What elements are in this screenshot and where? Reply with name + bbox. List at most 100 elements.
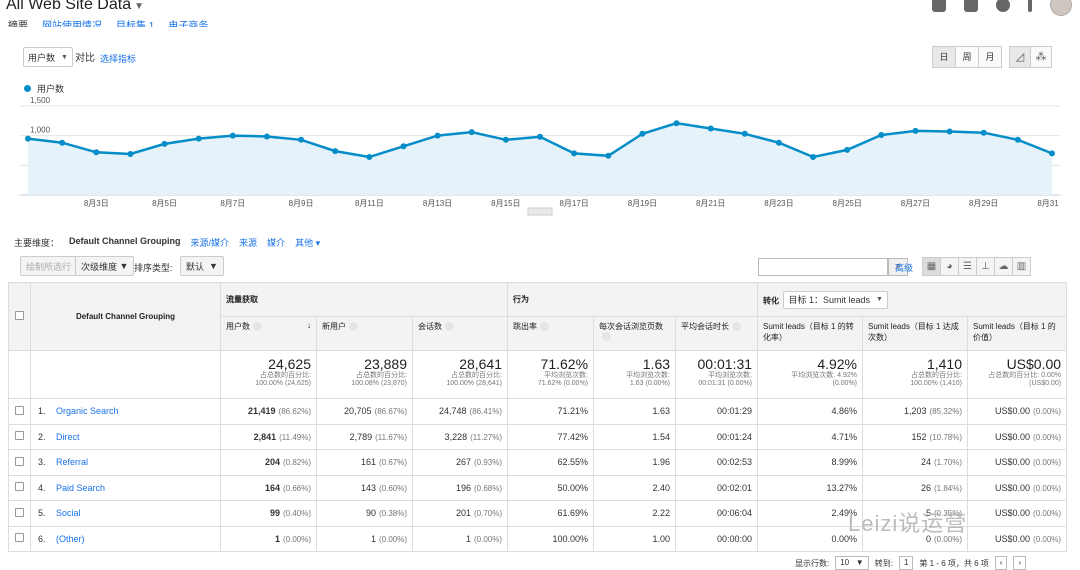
metric-value: 00:01:29 xyxy=(716,406,753,417)
next-page-button[interactable]: › xyxy=(1013,556,1027,570)
advanced-link[interactable]: 高级 xyxy=(895,263,914,273)
dimension-other[interactable]: 其他 ▾ xyxy=(295,238,321,248)
row-checkbox[interactable] xyxy=(15,533,24,543)
goto-input[interactable]: 1 xyxy=(898,556,914,570)
col-goal-completions[interactable]: Sumit leads（目标 1 达成次数） xyxy=(862,316,969,351)
group-header-row: Default Channel Grouping 流量获取 行为 转化 目标 1… xyxy=(8,282,1068,351)
metric-percent: (0.93%) xyxy=(474,458,503,468)
col-goal-value[interactable]: Sumit leads（目标 1 的价值） xyxy=(967,316,1068,351)
watermark: Leizi说运营 xyxy=(848,511,968,536)
vs-label: 对比 xyxy=(75,53,95,64)
dimension-medium[interactable]: 媒介 xyxy=(267,238,286,248)
data-point xyxy=(127,151,134,157)
metric-cell: 201 (0.70%) xyxy=(411,500,509,527)
data-point xyxy=(1014,136,1021,143)
property-name: All Web Site Data xyxy=(6,0,132,13)
chart-collapse-handle xyxy=(527,207,553,216)
sort-type-label: 排序类型: xyxy=(134,263,173,273)
row-checkbox[interactable] xyxy=(15,482,24,492)
subtab-goal-set[interactable]: 目标集 1 xyxy=(116,21,155,27)
metric-percent: (0.00%) xyxy=(1033,534,1062,544)
col-goal-value-label: Sumit leads（目标 1 的价值） xyxy=(973,322,1056,342)
channel-link[interactable]: (Other) xyxy=(56,533,85,544)
row-checkbox-cell xyxy=(8,525,31,552)
subtab-ecommerce[interactable]: 电子商务 xyxy=(168,21,209,27)
goal-select[interactable]: 目标 1：Sumit leads ▼ xyxy=(783,290,888,309)
term-cloud-icon[interactable]: ☁ xyxy=(994,257,1013,276)
data-point xyxy=(93,149,100,156)
channel-link[interactable]: Organic Search xyxy=(56,406,119,417)
data-point xyxy=(946,128,953,135)
period-week-button[interactable]: 周 xyxy=(955,46,979,68)
sort-type-select[interactable]: 默认 ▼ xyxy=(180,256,224,276)
metric-value: US$0.00 xyxy=(995,508,1031,519)
plot-rows-button[interactable]: 绘制所选行 xyxy=(20,256,78,276)
metric-select[interactable]: 用户数 ▼ xyxy=(23,47,73,67)
goal-select-value: 目标 1：Sumit leads xyxy=(788,295,870,305)
metric-cell: US$0.00 (0.00%) xyxy=(967,500,1068,527)
column-header-row: 用户数 ↓ 新用户 会话数 跳出率 每次会话浏览页数 平均会话时长 Sumit l… xyxy=(9,316,1068,351)
row-checkbox[interactable] xyxy=(15,405,24,415)
metric-percent: (11.27%) xyxy=(470,432,503,442)
subtab-summary[interactable]: 摘要 xyxy=(8,21,28,27)
x-tick-label: 8月15日 xyxy=(491,199,520,208)
line-chart-icon[interactable]: ◿ xyxy=(1009,46,1031,68)
row-checkbox[interactable] xyxy=(15,456,24,466)
row-checkbox[interactable] xyxy=(15,431,24,441)
metric-value: US$0.00 xyxy=(995,482,1031,493)
channel-link[interactable]: Referral xyxy=(56,457,89,468)
metric-percent: (0.00%) xyxy=(1033,483,1062,493)
channel-link[interactable]: Social xyxy=(56,508,81,519)
dimension-other-label: 其他 xyxy=(295,238,314,248)
col-goal-conv-rate[interactable]: Sumit leads（目标 1 的转化率） xyxy=(757,316,864,351)
metric-cell: 161 (0.67%) xyxy=(316,449,413,476)
totals-cell: 28,641 占总数的百分比: 100.00% (28,641) xyxy=(411,350,509,399)
totals-note: 00:01:31 (0.00%) xyxy=(698,380,753,387)
more-icon[interactable] xyxy=(1028,0,1032,12)
rows-per-page-select[interactable]: 10 ▼ xyxy=(835,556,869,570)
bell-icon[interactable] xyxy=(932,0,946,12)
period-day-button[interactable]: 日 xyxy=(932,46,956,68)
table-search-input[interactable] xyxy=(758,258,888,276)
col-avg-duration[interactable]: 平均会话时长 xyxy=(675,316,759,351)
period-month-button[interactable]: 月 xyxy=(978,46,1002,68)
motion-chart-icon[interactable]: ⁂ xyxy=(1030,46,1052,68)
page-title[interactable]: All Web Site Data ▼ xyxy=(6,0,144,14)
help-icon[interactable] xyxy=(996,0,1010,12)
pie-chart-icon[interactable]: ◕ xyxy=(940,257,959,276)
data-table-icon[interactable]: ▦ xyxy=(922,257,941,276)
col-new-users[interactable]: 新用户 xyxy=(316,316,413,351)
metric-value: 1.54 xyxy=(652,431,671,442)
pivot-icon[interactable]: ▥ xyxy=(1012,257,1031,276)
data-point xyxy=(537,133,543,140)
subtab-site-usage[interactable]: 网站使用情况 xyxy=(42,21,102,27)
prev-page-button[interactable]: ‹ xyxy=(994,556,1008,570)
performance-icon[interactable]: ☰ xyxy=(958,257,977,276)
metric-cell: 00:06:04 xyxy=(675,500,759,527)
col-bounce-rate[interactable]: 跳出率 xyxy=(507,316,595,351)
row-checkbox[interactable] xyxy=(15,507,24,517)
report-subtabs: 摘要 网站使用情况 目标集 1 电子商务 xyxy=(8,17,208,27)
totals-note: 100.00% (24,625) xyxy=(255,380,311,387)
dimension-source-medium[interactable]: 来源/媒介 xyxy=(190,238,230,248)
totals-row: 24,625 占总数的百分比: 100.00% (24,625) 23,889 占总数的… xyxy=(8,350,1068,399)
select-all-checkbox[interactable] xyxy=(15,311,24,320)
totals-note: 平均浏览次数: xyxy=(544,372,589,379)
comparison-icon[interactable]: ⊥ xyxy=(976,257,995,276)
search-icon[interactable]: ⌕ xyxy=(888,258,908,276)
apps-icon[interactable] xyxy=(964,0,978,12)
col-pages-per-session[interactable]: 每次会话浏览页数 xyxy=(593,316,677,351)
metric-value: 24 xyxy=(920,457,931,468)
dimension-source[interactable]: 来源 xyxy=(239,238,258,248)
col-users[interactable]: 用户数 ↓ xyxy=(220,316,317,351)
dimension-header[interactable]: Default Channel Grouping xyxy=(30,282,221,351)
col-sessions[interactable]: 会话数 xyxy=(411,316,509,351)
metric-percent: (0.00%) xyxy=(934,534,963,544)
select-metric-link[interactable]: 选择指标 xyxy=(100,54,137,64)
channel-link[interactable]: Direct xyxy=(56,431,80,442)
avatar[interactable] xyxy=(1050,0,1072,16)
channel-link[interactable]: Paid Search xyxy=(56,482,106,493)
x-tick-label: 8月13日 xyxy=(423,199,452,208)
table-view-toggle: ▦ ◕ ☰ ⊥ ☁ ▥ xyxy=(922,257,1031,276)
secondary-dimension-select[interactable]: 次级维度 ▼ xyxy=(75,256,135,276)
